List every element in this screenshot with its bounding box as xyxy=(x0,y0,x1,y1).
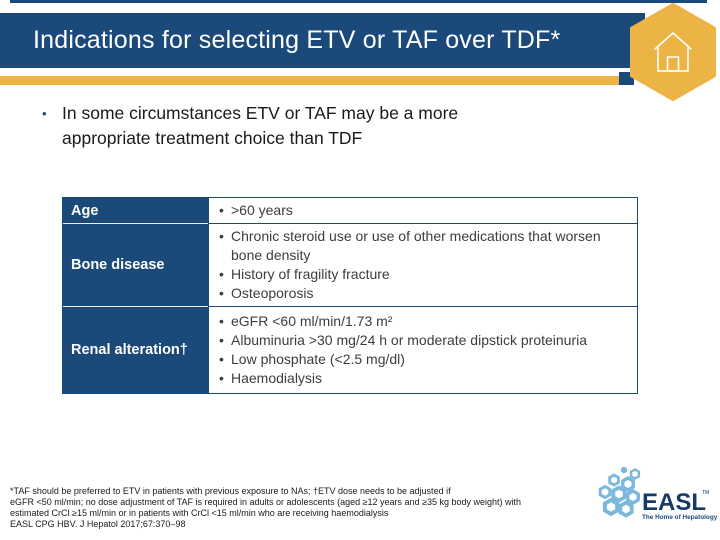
bullet-item: Albuminuria >30 mg/24 h or moderate dips… xyxy=(217,331,631,350)
row-label: Age xyxy=(63,198,208,224)
easl-hexagon-cluster-icon xyxy=(598,466,641,518)
home-button[interactable] xyxy=(630,2,716,102)
gold-underline xyxy=(0,76,634,85)
easl-logo: EASL TM The Home of Hepatology xyxy=(598,466,718,521)
footnote-line: eGFR <50 ml/min; no dose adjustment of T… xyxy=(10,497,522,507)
home-icon xyxy=(654,32,692,72)
bullet-item: >60 years xyxy=(217,201,631,220)
bullet-item: Chronic steroid use or use of other medi… xyxy=(217,227,631,265)
row-content: Chronic steroid use or use of other medi… xyxy=(208,224,637,307)
table-row-bone-disease: Bone disease Chronic steroid use or use … xyxy=(63,224,637,307)
row-label: Bone disease xyxy=(63,224,208,307)
easl-logo-trademark: TM xyxy=(702,490,709,496)
footnote-line: *TAF should be preferred to ETV in patie… xyxy=(10,486,451,496)
row-content: eGFR <60 ml/min/1.73 m² Albuminuria >30 … xyxy=(208,307,637,393)
top-accent-line xyxy=(10,0,707,3)
table-row-age: Age >60 years xyxy=(63,198,637,224)
row-content: >60 years xyxy=(208,198,637,224)
intro-text: In some circumstances ETV or TAF may be … xyxy=(62,103,459,148)
bullet-item: Osteoporosis xyxy=(217,284,631,303)
title-bar: Indications for selecting ETV or TAF ove… xyxy=(0,13,645,68)
reference-citation: EASL CPG HBV. J Hepatol 2017;67:370–98 xyxy=(10,519,186,529)
bullet-item: History of fragility fracture xyxy=(217,265,631,284)
row-label: Renal alteration† xyxy=(63,307,208,393)
bullet-item: eGFR <60 ml/min/1.73 m² xyxy=(217,312,631,331)
footnote-line: estimated CrCl ≥15 ml/min or in patients… xyxy=(10,508,389,518)
bullet-item: Haemodialysis xyxy=(217,369,631,388)
indications-table: Age >60 years Bone disease Chronic stero… xyxy=(62,197,638,394)
bullet-item: Low phosphate (<2.5 mg/dl) xyxy=(217,350,631,369)
intro-bullet: • In some circumstances ETV or TAF may b… xyxy=(42,101,507,151)
bullet-dot-icon: • xyxy=(42,106,47,121)
page-title: Indications for selecting ETV or TAF ove… xyxy=(33,26,561,54)
footnotes: *TAF should be preferred to ETV in patie… xyxy=(10,486,521,530)
table-row-renal-alteration: Renal alteration† eGFR <60 ml/min/1.73 m… xyxy=(63,307,637,393)
easl-logo-tagline: The Home of Hepatology xyxy=(642,514,718,521)
hexagon-home-badge xyxy=(630,3,716,101)
easl-logo-name: EASL xyxy=(642,489,706,516)
